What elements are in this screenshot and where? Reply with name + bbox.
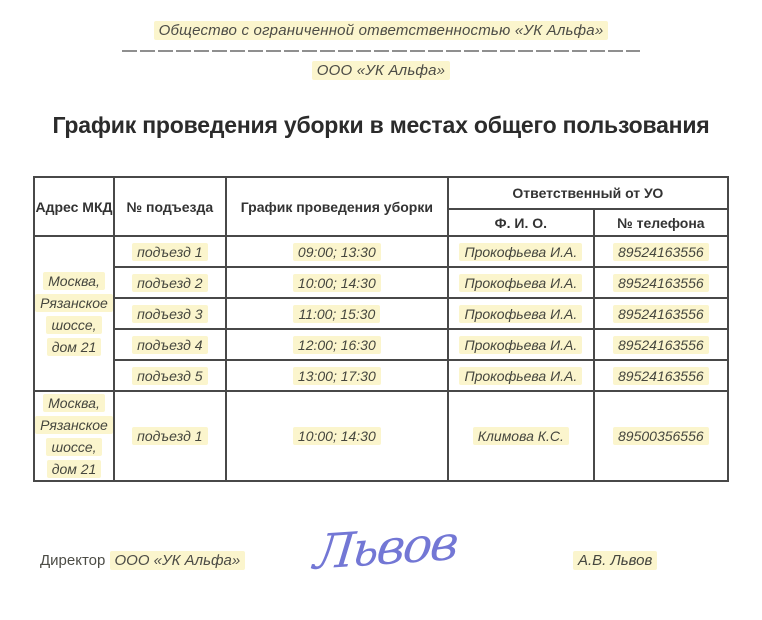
entrance-cell: подъезд 2	[112, 266, 227, 299]
page-title: График проведения уборки в местах общего…	[52, 112, 710, 138]
address-cell: Москва, Рязанское шоссе, дом 21	[33, 390, 115, 482]
address-line: дом 21	[46, 460, 102, 478]
letterhead-divider	[122, 50, 640, 52]
name-cell: Прокофьева И.А.	[446, 359, 595, 392]
entrance-cell: подъезд 3	[112, 297, 227, 330]
col-header-address: Адрес МКД	[33, 176, 115, 237]
entrance-cell: подъезд 1	[112, 390, 227, 482]
col-header-phone: № телефона	[592, 208, 729, 237]
phone-cell: 89524163556	[592, 359, 729, 392]
name-cell: Прокофьева И.А.	[446, 266, 595, 299]
schedule-cell: 12:00; 16:30	[224, 328, 449, 361]
name-cell: Прокофьева И.А.	[446, 297, 595, 330]
table-row: подъезд 4 12:00; 16:30 Прокофьева И.А. 8…	[34, 328, 729, 361]
address-line: дом 21	[46, 337, 102, 356]
col-header-responsible: Ответственный от УО	[446, 176, 729, 210]
entrance-cell: подъезд 1	[112, 235, 227, 268]
table-row: Москва, Рязанское шоссе, дом 21 подъезд …	[33, 390, 729, 482]
address-line: Рязанское	[36, 293, 112, 312]
address-line: Москва,	[43, 271, 105, 290]
director-label: Директор	[40, 552, 106, 569]
phone-cell: 89524163556	[592, 328, 729, 361]
table-row: подъезд 5 13:00; 17:30 Прокофьева И.А. 8…	[34, 359, 729, 392]
schedule-cell: 10:00; 14:30	[224, 390, 449, 482]
phone-cell: 89524163556	[592, 235, 729, 268]
table-row: Москва, Рязанское шоссе, дом 21 подъезд …	[33, 235, 729, 392]
address-cell: Москва, Рязанское шоссе, дом 21	[33, 235, 115, 392]
schedule-cell: 09:00; 13:30	[224, 235, 449, 268]
cleaning-schedule-table: Адрес МКД № подъезда График проведения у…	[33, 176, 729, 482]
address-line: шоссе,	[46, 438, 102, 456]
col-header-schedule: График проведения уборки	[224, 176, 449, 237]
company-full-line: Общество с ограниченной ответственностью…	[0, 21, 762, 40]
entrance-cell: подъезд 4	[112, 328, 227, 361]
director-signature: Львов	[311, 515, 460, 581]
name-cell: Прокофьева И.А.	[446, 235, 595, 268]
letterhead: Общество с ограниченной ответственностью…	[0, 0, 762, 80]
name-cell: Климова К.С.	[446, 390, 595, 482]
director-name: А.В. Львов	[573, 551, 658, 570]
address-line: шоссе,	[46, 315, 102, 334]
company-short-name: ООО «УК Альфа»	[311, 61, 451, 80]
phone-cell: 89500356556	[592, 390, 729, 482]
address-line: Москва,	[43, 394, 105, 412]
phone-cell: 89524163556	[592, 297, 729, 330]
table-row: подъезд 3 11:00; 15:30 Прокофьева И.А. 8…	[34, 297, 729, 330]
director-title: Директор ООО «УК Альфа»	[40, 551, 246, 570]
schedule-cell: 11:00; 15:30	[224, 297, 449, 330]
company-short-line: ООО «УК Альфа»	[0, 61, 762, 80]
table-row: подъезд 2 10:00; 14:30 Прокофьева И.А. 8…	[34, 266, 729, 299]
name-cell: Прокофьева И.А.	[446, 328, 595, 361]
col-header-name: Ф. И. О.	[446, 208, 595, 237]
phone-cell: 89524163556	[592, 266, 729, 299]
address-line: Рязанское	[36, 416, 112, 434]
col-header-entrance: № подъезда	[112, 176, 227, 237]
director-company: ООО «УК Альфа»	[109, 551, 246, 570]
company-full-name: Общество с ограниченной ответственностью…	[153, 21, 609, 40]
schedule-cell: 10:00; 14:30	[224, 266, 449, 299]
entrance-cell: подъезд 5	[112, 359, 227, 392]
schedule-cell: 13:00; 17:30	[224, 359, 449, 392]
